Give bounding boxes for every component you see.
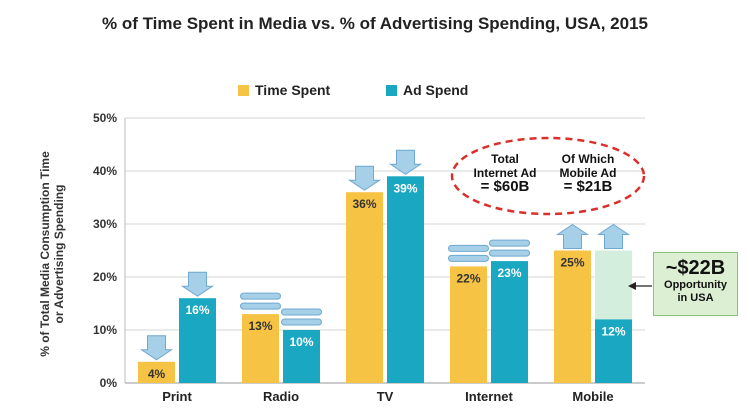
x-tick-label: Mobile xyxy=(572,389,613,404)
dashed-oval xyxy=(450,136,646,216)
y-tick-label: 10% xyxy=(93,323,117,337)
equal-sign-icon xyxy=(448,244,489,252)
opportunity-line-2: in USA xyxy=(677,292,714,304)
equal-sign-icon xyxy=(489,239,530,247)
bar-ad-spend-internet xyxy=(491,261,528,383)
data-label-ad-spend: 10% xyxy=(289,335,313,349)
equal-sign-icon xyxy=(240,302,281,310)
oval-total-internet: Total Internet Ad = $60B xyxy=(466,152,544,194)
legend-swatch-ad-spend xyxy=(386,84,397,96)
data-label-time-spent: 25% xyxy=(560,256,584,270)
oval-mobile-line-2: Mobile Ad xyxy=(559,166,617,180)
bar-ad-spend-mobile xyxy=(595,319,632,383)
oval-mobile-ad: Of Which Mobile Ad = $21B xyxy=(548,152,628,194)
data-label-ad-spend: 12% xyxy=(601,324,625,338)
down-arrow-icon xyxy=(180,271,215,297)
callout-pointer-arrow-icon xyxy=(628,282,636,290)
legend: Time Spent Ad Spend xyxy=(0,82,750,102)
down-arrow-icon xyxy=(139,335,174,361)
legend-label-time-spent: Time Spent xyxy=(255,82,331,98)
up-arrow-icon xyxy=(555,223,590,249)
bar-time-spent-radio xyxy=(242,314,279,383)
oval-total-line-1: Total xyxy=(491,152,519,166)
oval-mobile-line-1: Of Which xyxy=(561,152,615,166)
y-tick-label: 40% xyxy=(93,164,117,178)
equal-sign-icon xyxy=(281,308,322,316)
equal-sign-icon xyxy=(240,292,281,300)
y-tick-label: 0% xyxy=(100,376,118,390)
opportunity-callout: ~$22B Opportunity in USA xyxy=(653,252,738,316)
legend-item-time-spent: Time Spent xyxy=(238,82,330,98)
data-label-ad-spend: 16% xyxy=(185,303,209,317)
y-tick-label: 50% xyxy=(93,111,117,125)
oval-mobile-value: = $21B xyxy=(563,178,613,195)
legend-swatch-time-spent xyxy=(238,84,249,96)
mobile-gap-fill xyxy=(595,250,632,320)
y-tick-label: 20% xyxy=(93,270,117,284)
bar-time-spent-mobile xyxy=(554,250,591,383)
equal-sign-icon xyxy=(489,249,530,257)
oval-total-value: = $60B xyxy=(480,178,530,195)
bar-time-spent-internet xyxy=(450,266,487,383)
bar-time-spent-print xyxy=(138,361,175,383)
x-tick-label: Internet xyxy=(465,389,513,404)
opportunity-value: ~$22B xyxy=(665,257,726,279)
data-label-ad-spend: 23% xyxy=(497,266,521,280)
bar-time-spent-tv xyxy=(346,192,383,383)
x-tick-label: TV xyxy=(377,389,394,404)
oval-total-line-2: Internet Ad xyxy=(473,166,537,180)
equal-sign-icon xyxy=(281,318,322,326)
data-label-time-spent: 13% xyxy=(248,319,272,333)
opportunity-line-1: Opportunity xyxy=(664,279,727,291)
data-label-time-spent: 4% xyxy=(148,367,166,381)
legend-item-ad-spend: Ad Spend xyxy=(386,82,468,98)
y-tick-label: 30% xyxy=(93,217,117,231)
data-label-ad-spend: 39% xyxy=(393,181,417,195)
equal-sign-icon xyxy=(448,254,489,262)
x-tick-label: Radio xyxy=(263,389,299,404)
data-label-time-spent: 22% xyxy=(456,271,480,285)
up-arrow-icon xyxy=(596,223,631,249)
x-tick-label: Print xyxy=(162,389,192,404)
legend-label-ad-spend: Ad Spend xyxy=(403,82,469,98)
down-arrow-icon xyxy=(388,149,423,175)
bar-ad-spend-tv xyxy=(387,176,424,383)
down-arrow-icon xyxy=(347,165,382,191)
bar-ad-spend-radio xyxy=(283,330,320,383)
data-label-time-spent: 36% xyxy=(352,197,376,211)
chart-title: % of Time Spent in Media vs. % of Advert… xyxy=(102,14,648,33)
bar-ad-spend-print xyxy=(179,298,216,383)
